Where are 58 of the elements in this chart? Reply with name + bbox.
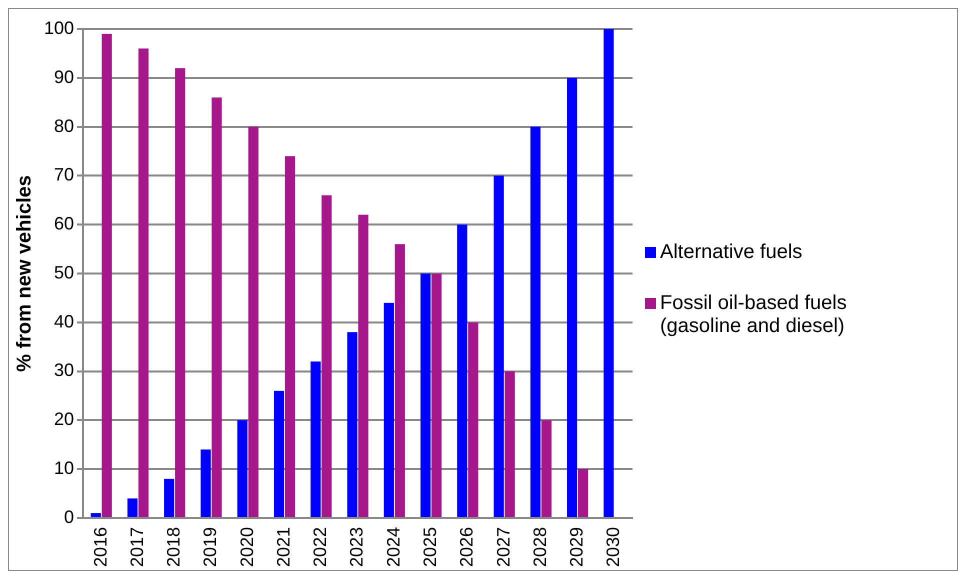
bar [431, 273, 442, 517]
legend-label: Alternative fuels [660, 241, 804, 264]
bar [504, 371, 515, 517]
bar [175, 68, 186, 517]
bar [347, 332, 358, 517]
bar [274, 390, 284, 517]
y-tick-label: 30 [54, 360, 74, 380]
bar [90, 513, 101, 517]
bar [164, 478, 174, 517]
bar [578, 469, 588, 517]
y-tick-label: 40 [54, 311, 74, 332]
bar [212, 97, 222, 517]
bar [494, 176, 504, 517]
x-tick-label: 2016 [90, 526, 110, 568]
bar [420, 273, 431, 517]
x-tick-label: 2018 [164, 526, 184, 568]
y-tick-label: 100 [44, 18, 74, 38]
x-tick-label: 2022 [310, 526, 330, 568]
bar [237, 420, 248, 517]
y-tick-label: 10 [54, 458, 74, 478]
bar [541, 420, 552, 517]
x-tick-label: 2020 [236, 526, 257, 568]
x-tick-label: 2023 [346, 526, 367, 568]
x-tick-label: 2025 [420, 526, 440, 568]
bar [127, 498, 138, 517]
y-tick-label: 70 [54, 164, 74, 185]
bar [322, 195, 332, 517]
bar [604, 29, 614, 517]
x-tick-label: 2029 [566, 526, 587, 568]
x-tick-label: 2028 [530, 526, 550, 568]
y-axis-title: % from new vehicles [14, 175, 36, 372]
y-tick-label: 20 [54, 409, 74, 430]
bar [310, 361, 321, 517]
bar [200, 450, 211, 517]
bar [567, 78, 578, 517]
bar [358, 214, 368, 517]
bar [394, 244, 405, 517]
bar [284, 156, 296, 517]
x-tick-label: 2021 [273, 526, 294, 568]
legend-label: Fossil oil-based fuels (gasoline and diesel) [660, 292, 848, 338]
bar [138, 48, 149, 517]
bar [530, 126, 540, 517]
y-tick-label: 90 [54, 66, 74, 87]
bar [384, 302, 394, 517]
bar [457, 224, 468, 517]
bar [102, 34, 112, 517]
y-tick-label: 0 [64, 506, 74, 527]
x-tick-label: 2019 [200, 526, 220, 568]
x-tick-label: 2030 [603, 526, 624, 568]
y-tick-label: 60 [54, 214, 74, 234]
y-tick-label: 80 [54, 116, 74, 136]
y-tick-label: 50 [54, 262, 74, 282]
bar [468, 322, 478, 517]
x-tick-label: 2027 [493, 526, 514, 568]
bar [248, 126, 258, 517]
x-tick-label: 2017 [126, 526, 147, 568]
x-tick-label: 2024 [383, 526, 404, 568]
x-tick-label: 2026 [456, 526, 477, 568]
